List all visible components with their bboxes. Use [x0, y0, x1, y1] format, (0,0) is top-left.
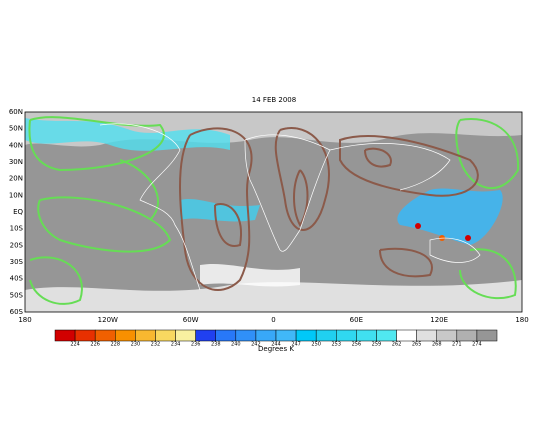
- colorbar-label: 253: [331, 342, 341, 348]
- colorbar-swatch: [74, 329, 96, 342]
- colorbar-swatch: [295, 329, 317, 342]
- colorbar-label: 259: [372, 342, 382, 348]
- colorbar-swatch: [255, 329, 277, 342]
- colorbar-label: 268: [432, 342, 442, 348]
- lon-label: 120W: [98, 316, 118, 324]
- cloud-band: [25, 280, 522, 312]
- colorbar: 224 226 228 230 232 234 236 238 240 242 244 247 250 2…: [54, 329, 498, 348]
- colorbar-unit: Degrees K: [258, 345, 294, 353]
- colorbar-label: 256: [352, 342, 362, 348]
- colorbar-label: 226: [90, 342, 100, 348]
- green-contours: [28, 116, 520, 305]
- colorbar-swatch: [336, 329, 357, 342]
- map-frame: [24, 111, 523, 313]
- brown-contours: [179, 127, 479, 291]
- lon-label: 60W: [183, 316, 199, 324]
- lon-label: 180: [18, 316, 31, 324]
- colorbar-swatch: [175, 329, 196, 342]
- colorbar-label: 228: [110, 342, 120, 348]
- coastlines: [99, 123, 481, 291]
- colorbar-swatch: [315, 329, 337, 342]
- lat-label: 20N: [9, 175, 23, 183]
- longitude-labels: 180 120W 60W 0 60E 120E 180: [18, 316, 528, 324]
- colorbar-swatch: [376, 329, 397, 342]
- colorbar-swatch: [416, 329, 437, 342]
- colorbar-swatch: [54, 329, 76, 342]
- lat-label: 50N: [9, 125, 23, 133]
- lat-label: EQ: [13, 208, 23, 216]
- colorbar-swatch: [396, 329, 417, 342]
- colorbar-swatch: [215, 329, 237, 342]
- colorbar-label: 240: [231, 342, 241, 348]
- colorbar-label: 250: [311, 342, 321, 348]
- cloud-band: [200, 263, 300, 287]
- lat-label: 60N: [9, 108, 23, 116]
- deep-convection: [465, 235, 471, 241]
- colorbar-swatch: [94, 329, 116, 342]
- lat-label: 10S: [10, 225, 24, 233]
- lon-label: 60E: [350, 316, 363, 324]
- lat-label: 40S: [10, 275, 24, 283]
- deep-convection: [415, 223, 421, 229]
- lon-label: 0: [271, 316, 275, 324]
- colorbar-swatch: [436, 329, 458, 342]
- colorbar-swatch: [456, 329, 478, 342]
- colorbar-swatch: [275, 329, 297, 342]
- cold-cloud: [397, 188, 503, 245]
- lat-label: 40N: [9, 141, 23, 149]
- colorbar-label: 274: [472, 342, 482, 348]
- lat-label: 10N: [9, 191, 23, 199]
- lon-label: 180: [515, 316, 528, 324]
- colorbar-label: 236: [191, 342, 201, 348]
- colorbar-label: 271: [452, 342, 462, 348]
- colorbar-label: 234: [171, 342, 181, 348]
- colorbar-swatch: [235, 329, 257, 342]
- colorbar-swatch: [115, 329, 136, 342]
- map-title: 14 FEB 2008: [252, 96, 296, 104]
- colorbar-swatch: [476, 329, 498, 342]
- colorbar-label: 238: [211, 342, 221, 348]
- colorbar-label: 224: [70, 342, 80, 348]
- colorbar-label: 262: [392, 342, 402, 348]
- colorbar-swatch: [135, 329, 156, 342]
- lat-label: 20S: [10, 241, 24, 249]
- colorbar-label: 247: [291, 342, 301, 348]
- cold-cloud: [180, 198, 260, 222]
- lat-label: 30S: [10, 258, 24, 266]
- colorbar-label: 230: [131, 342, 141, 348]
- lon-label: 120E: [430, 316, 448, 324]
- colorbar-swatch: [356, 329, 377, 342]
- lat-label: 50S: [10, 291, 24, 299]
- colorbar-label: 265: [412, 342, 422, 348]
- map-field: [24, 111, 523, 313]
- colorbar-label: 232: [151, 342, 161, 348]
- colorbar-swatch: [195, 329, 216, 342]
- colorbar-swatch: [155, 329, 176, 342]
- lat-label: 30N: [9, 158, 23, 166]
- colorbar-label: 242: [251, 342, 261, 348]
- latitude-labels: 60N 50N 40N 30N 20N 10N EQ 10S 20S 30S 40S 50S 60S: [9, 108, 24, 316]
- cold-cloud: [25, 118, 230, 151]
- colorbar-label: 244: [271, 342, 281, 348]
- lat-label: 60S: [10, 308, 24, 316]
